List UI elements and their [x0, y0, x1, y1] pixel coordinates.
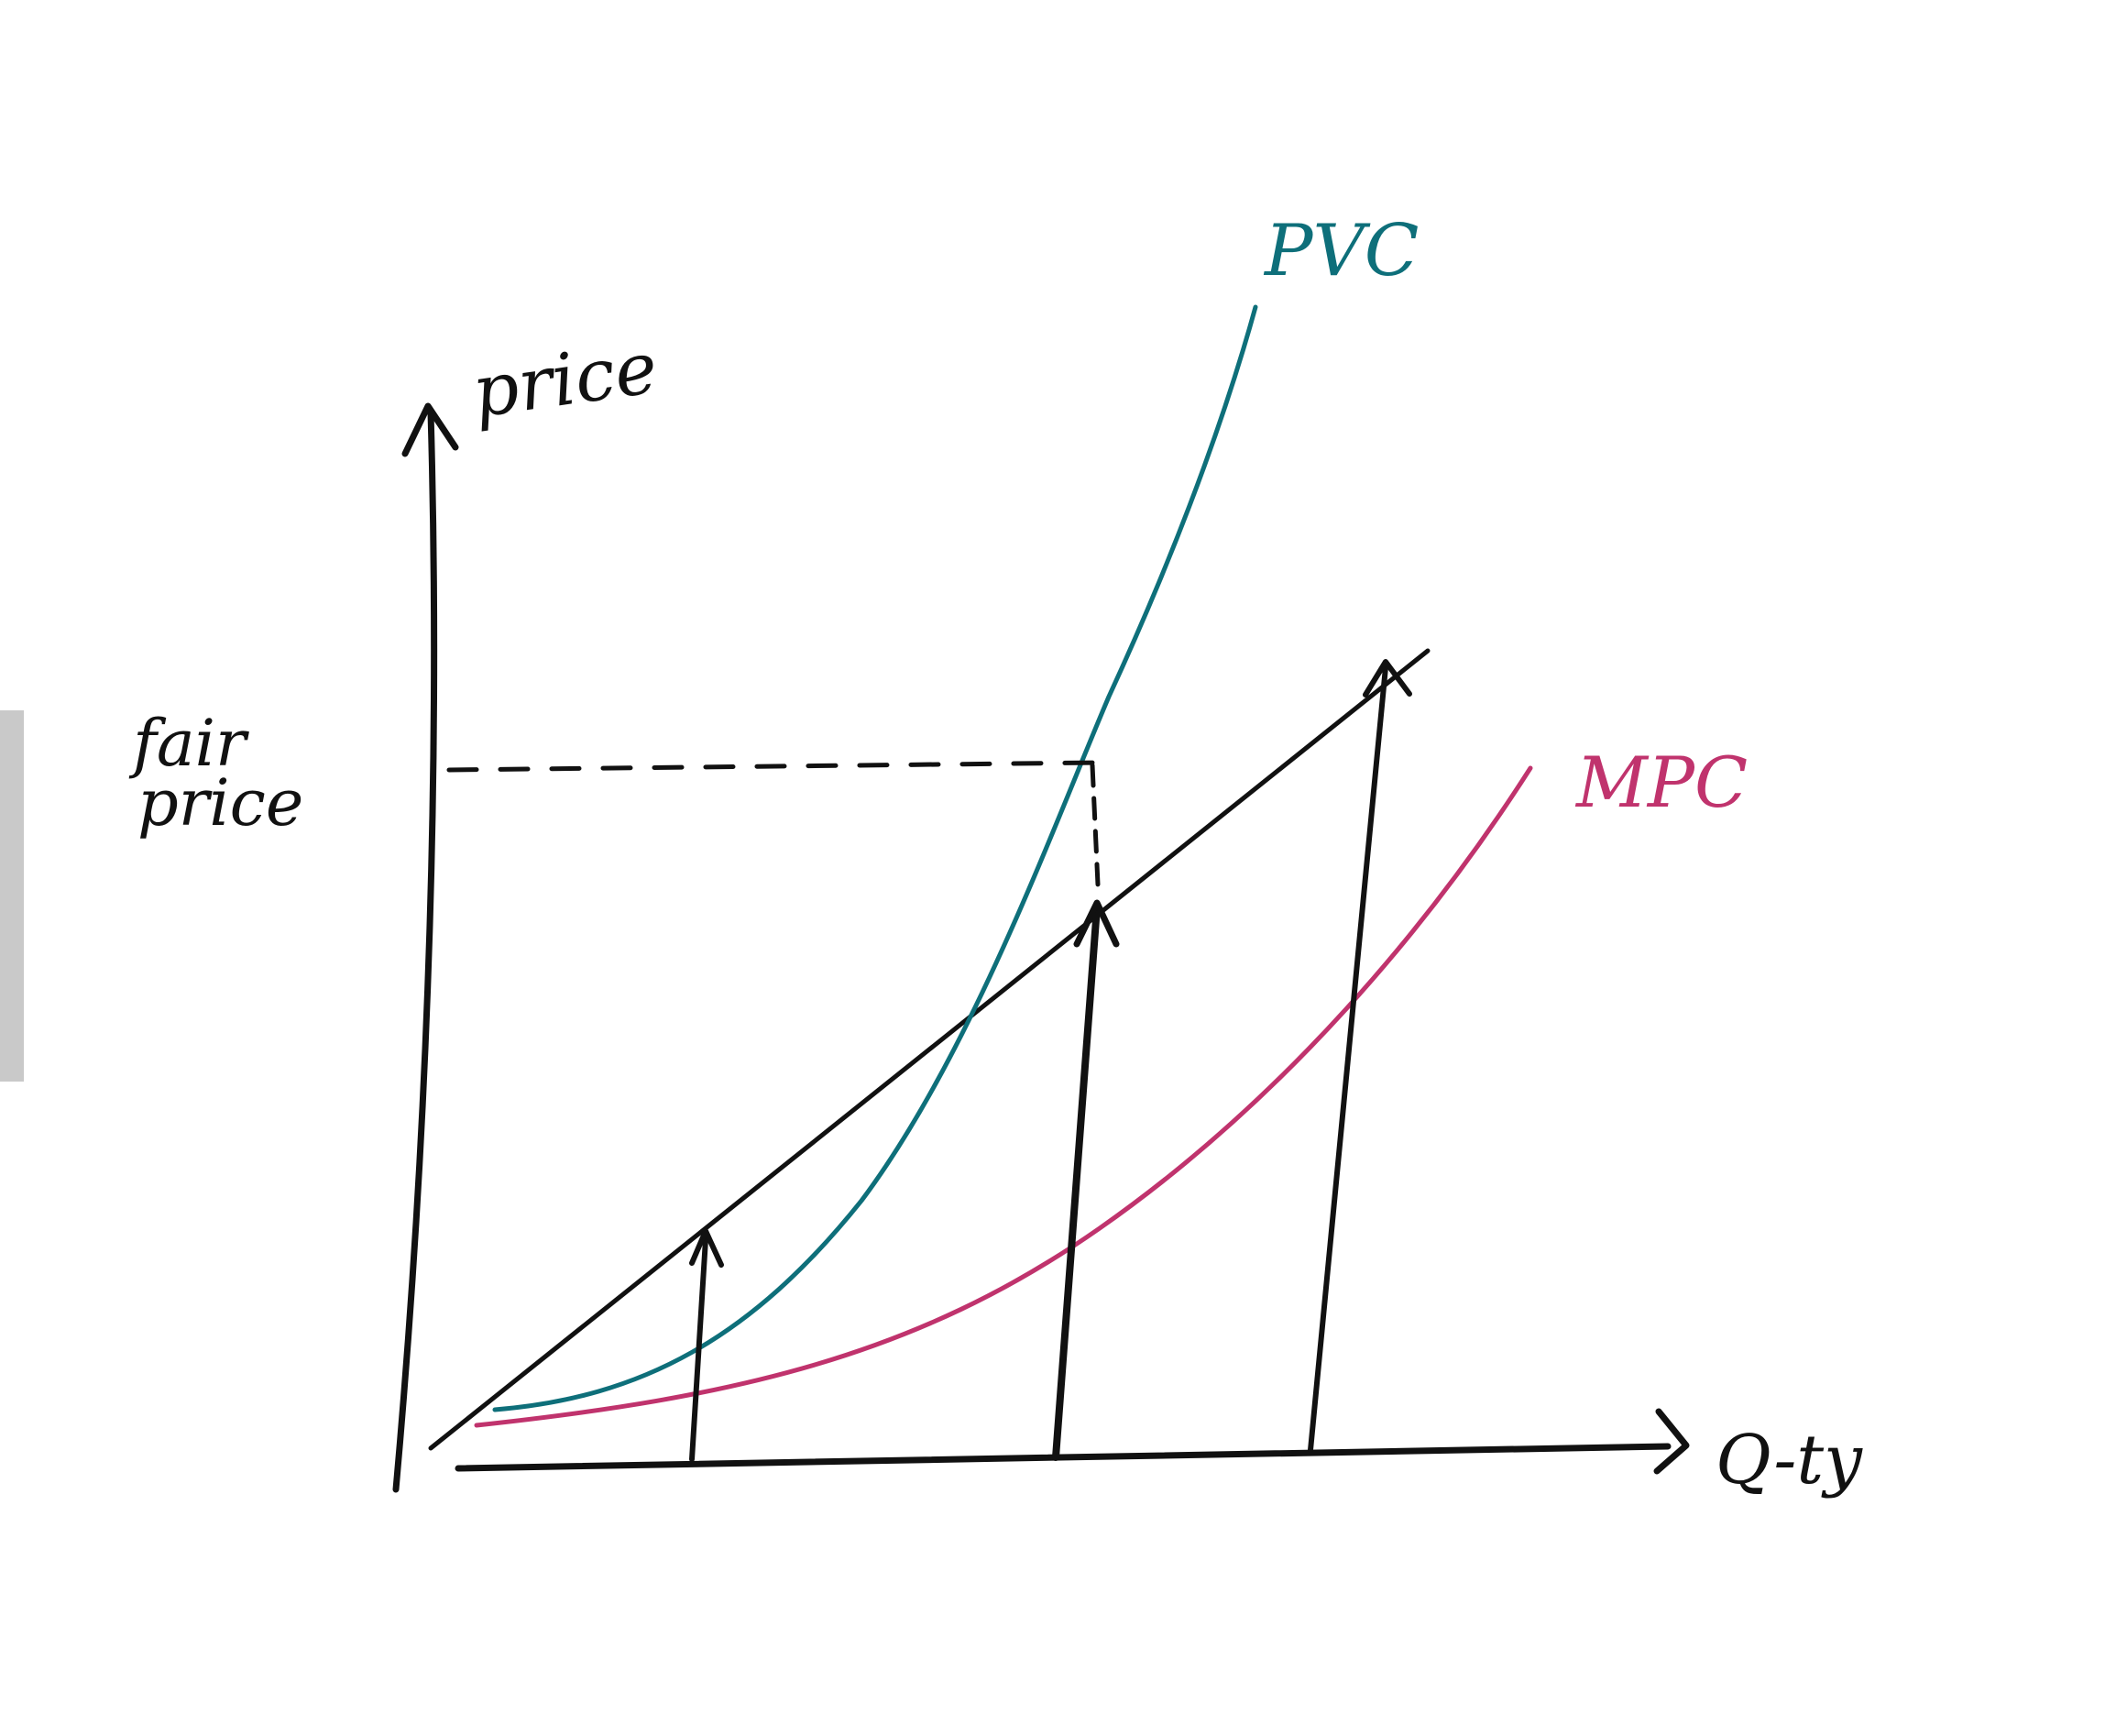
x-axis-arrowhead	[1653, 1408, 1690, 1475]
pvc-curve	[492, 304, 1258, 1412]
paper-edge-shadow	[0, 710, 24, 1082]
x-axis-label: Q-ty	[1716, 1421, 1863, 1500]
pvc-label: PVC	[1263, 210, 1420, 292]
fair-price-label-line2: price	[137, 765, 303, 841]
fair-price-dashed-line	[446, 760, 1102, 773]
vertical-arrow-3	[1308, 665, 1388, 1453]
y-axis-label: price	[467, 327, 663, 434]
fair-price-label-line1: fair	[128, 706, 249, 781]
mpc-label: MPC	[1574, 742, 1748, 823]
fair-price-dashed-drop	[1090, 763, 1101, 887]
vertical-arrow-1	[689, 1236, 708, 1462]
y-axis-arrowhead	[401, 402, 459, 457]
vertical-arrow-2-head	[1073, 899, 1120, 948]
x-axis	[455, 1443, 1672, 1472]
y-axis	[392, 409, 438, 1493]
mpc-curve	[474, 765, 1533, 1428]
vertical-arrow-1-head	[689, 1228, 724, 1268]
vertical-arrow-3-head	[1363, 659, 1412, 698]
price-line	[428, 648, 1431, 1451]
vertical-arrow-2	[1052, 904, 1101, 1461]
